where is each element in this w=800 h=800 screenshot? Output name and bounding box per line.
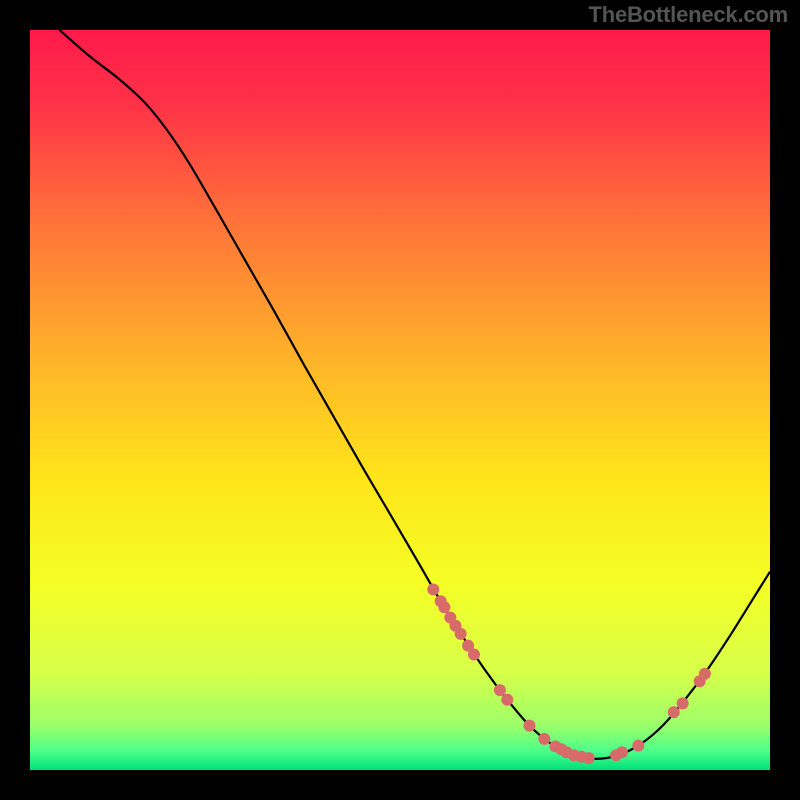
scatter-dot	[677, 697, 689, 709]
scatter-dot	[455, 628, 467, 640]
scatter-dot	[494, 684, 506, 696]
scatter-dot	[632, 740, 644, 752]
scatter-dot	[668, 706, 680, 718]
scatter-dot	[501, 694, 513, 706]
scatter-dot	[583, 752, 595, 764]
scatter-dot	[468, 649, 480, 661]
chart-container	[30, 30, 770, 770]
chart-background	[30, 30, 770, 770]
scatter-dot	[427, 583, 439, 595]
scatter-dot	[438, 601, 450, 613]
scatter-dot	[616, 746, 628, 758]
scatter-dot	[699, 668, 711, 680]
scatter-dot	[538, 733, 550, 745]
bottleneck-curve-chart	[30, 30, 770, 770]
watermark-text: TheBottleneck.com	[588, 2, 788, 28]
scatter-dot	[524, 720, 536, 732]
